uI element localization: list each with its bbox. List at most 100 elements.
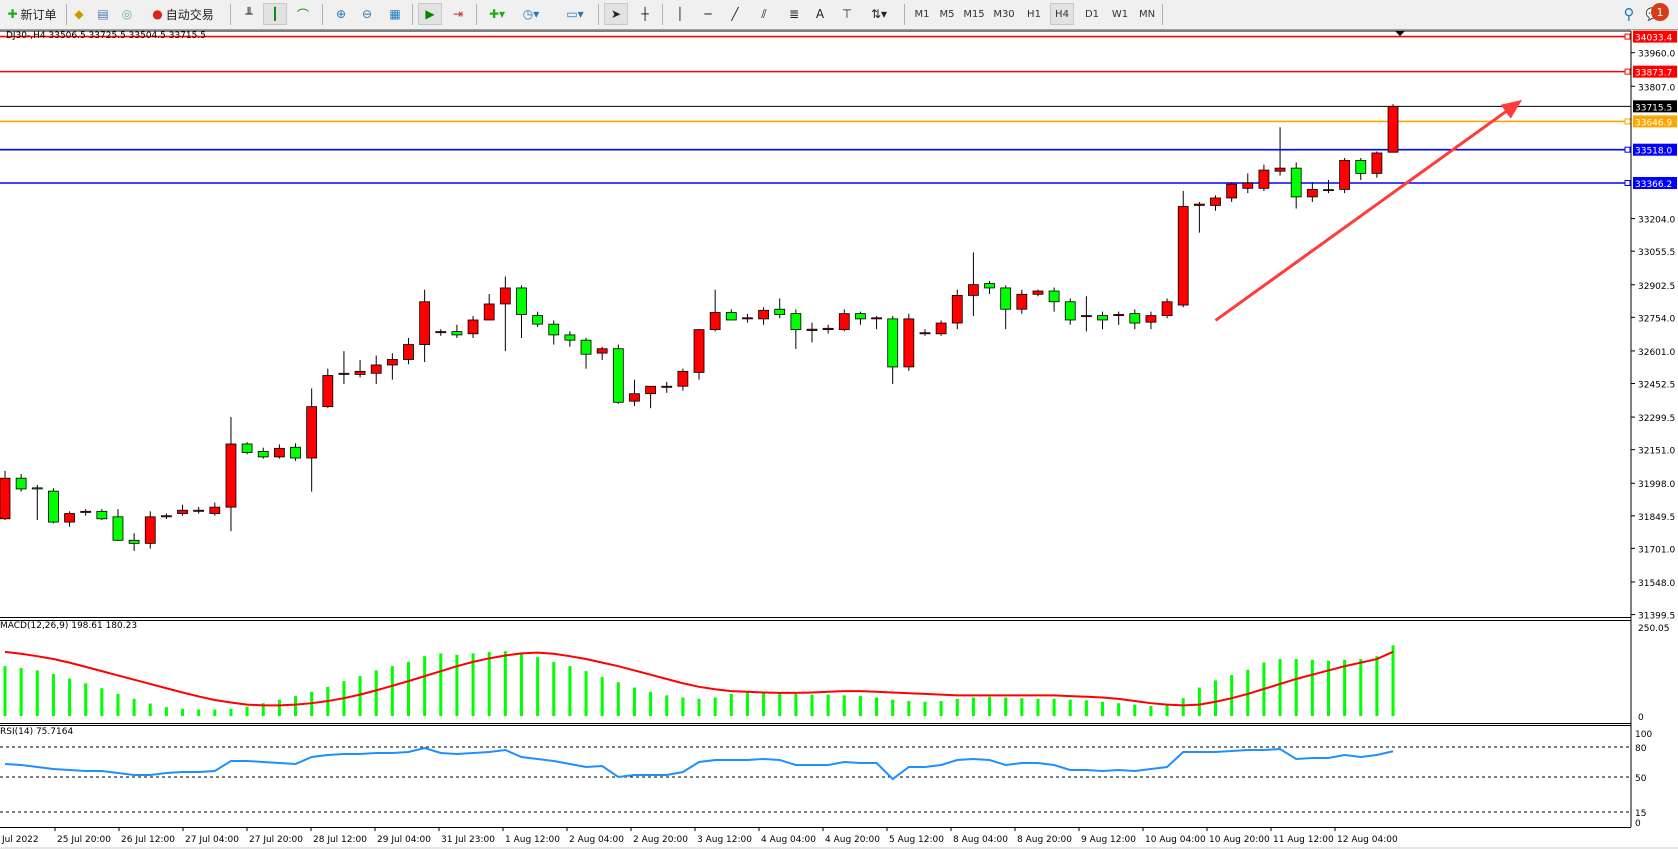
auto-trading-icon: ● — [152, 7, 163, 21]
candle — [1226, 182, 1238, 202]
candle-body — [532, 315, 544, 325]
candle-body — [386, 359, 398, 366]
macd-bar — [1181, 698, 1185, 716]
candlestick-chart-icon[interactable]: ┃ — [263, 3, 287, 25]
candle — [629, 379, 640, 406]
market-watch-icon[interactable]: ◆ — [74, 7, 84, 21]
candle — [48, 488, 59, 524]
candle — [160, 513, 172, 520]
candle — [1274, 127, 1286, 176]
macd-bar — [1036, 698, 1040, 716]
cursor-icon[interactable]: ➤ — [604, 3, 628, 25]
equidistant-channel-icon[interactable]: ⫽ — [761, 6, 767, 21]
macd-bar — [891, 699, 895, 716]
macd-bar — [794, 693, 798, 716]
new-chart-dropdown[interactable]: ✚▾ — [488, 7, 506, 21]
macd-bar — [1068, 699, 1072, 716]
rsi-line — [4, 746, 1394, 781]
candle — [451, 324, 463, 338]
timeframe-d1[interactable]: D1 — [1084, 8, 1100, 20]
candle — [903, 313, 915, 371]
candle-body — [31, 487, 43, 490]
level-label-bg — [1633, 100, 1677, 113]
macd-bar — [713, 697, 717, 716]
candle-body — [451, 331, 463, 336]
candle — [31, 484, 43, 521]
text-label-icon[interactable]: ⊤ — [841, 7, 853, 21]
macd-bar — [100, 688, 104, 716]
periods-dropdown[interactable]: ◷▾ — [522, 7, 540, 21]
line-chart-icon[interactable]: ⌒ — [296, 7, 309, 22]
candle-body — [225, 443, 237, 508]
text-icon[interactable]: A — [815, 7, 825, 21]
indicators-dropdown[interactable]: ▭▾ — [566, 7, 584, 21]
zoom-out-icon[interactable]: ⊖ — [361, 7, 373, 21]
price-tick-label: 32902.5 — [1638, 282, 1675, 292]
zoom-in-icon[interactable]: ⊕ — [335, 7, 347, 21]
candle-body — [596, 348, 608, 354]
candle-body — [273, 447, 285, 458]
bar-chart-icon[interactable]: ╨ — [245, 7, 253, 21]
macd-bar — [3, 666, 7, 716]
candle — [645, 385, 656, 409]
notification-badge: 1 — [1651, 3, 1669, 21]
candle — [435, 329, 447, 336]
time-label: 8 Aug 04:00 — [953, 835, 1008, 845]
crosshair-icon[interactable]: ┼ — [641, 7, 649, 21]
timeframe-h4[interactable]: H4 — [1050, 3, 1074, 25]
candle — [661, 381, 673, 393]
candle — [822, 324, 834, 334]
candle — [758, 307, 769, 325]
candle-body — [822, 327, 834, 331]
trendline-icon[interactable]: ╱ — [731, 7, 739, 21]
timeframe-h1[interactable]: H1 — [1027, 8, 1041, 20]
time-label: 27 Jul 20:00 — [249, 835, 303, 845]
candle-body — [467, 319, 479, 335]
macd-bar — [1004, 697, 1008, 716]
auto-scroll-icon[interactable]: ▶ — [418, 3, 442, 25]
search-icon[interactable]: ⚲ — [1623, 5, 1635, 23]
candle-body — [15, 477, 27, 490]
timeframe-m15[interactable]: M15 — [963, 8, 985, 20]
macd-bar — [1294, 659, 1298, 716]
timeframe-mn[interactable]: MN — [1138, 8, 1156, 20]
timeframe-m30[interactable]: M30 — [993, 8, 1015, 20]
timeframe-m5[interactable]: M5 — [939, 8, 955, 20]
candle — [290, 443, 301, 461]
candle — [483, 294, 495, 321]
macd-bar — [810, 694, 814, 716]
price-tick-label: 32452.5 — [1638, 381, 1675, 391]
auto-trading-button[interactable]: ● 自动交易 — [142, 3, 224, 25]
timeframe-m1[interactable]: M1 — [914, 8, 930, 20]
macd-bar — [1359, 659, 1363, 716]
horizontal-line-icon[interactable]: ─ — [704, 7, 712, 21]
candle — [1193, 201, 1205, 233]
macd-bar — [632, 687, 636, 716]
new-order-button[interactable]: ✚ 新订单 — [2, 3, 62, 25]
candle — [580, 337, 592, 369]
candle — [1387, 104, 1399, 153]
vertical-line-icon[interactable]: │ — [676, 7, 684, 21]
level-label-bg — [1633, 65, 1677, 78]
macd-bar — [584, 671, 588, 716]
price-tick-label: 31998.0 — [1638, 480, 1675, 490]
navigator-icon[interactable]: ▤ — [97, 7, 109, 21]
signals-icon[interactable]: ◎ — [121, 7, 133, 21]
candle-body — [1161, 301, 1173, 316]
chart-shift-icon[interactable]: ⇥ — [452, 7, 464, 21]
timeframe-w1[interactable]: W1 — [1111, 8, 1129, 20]
candle-body — [1323, 189, 1334, 192]
arrows-dropdown[interactable]: ⇅▾ — [870, 7, 888, 21]
trend-arrow-line — [1214, 106, 1512, 322]
candle — [354, 359, 366, 378]
macd-bar — [1343, 659, 1347, 716]
macd-bar — [552, 661, 556, 716]
candle-body — [661, 385, 673, 388]
macd-bar — [826, 694, 830, 716]
candle — [144, 511, 156, 549]
fibonacci-icon[interactable]: ≣ — [788, 7, 800, 21]
tile-windows-icon[interactable]: ▦ — [389, 7, 401, 21]
candle-body — [499, 287, 511, 305]
level-label-bg — [1633, 115, 1677, 128]
